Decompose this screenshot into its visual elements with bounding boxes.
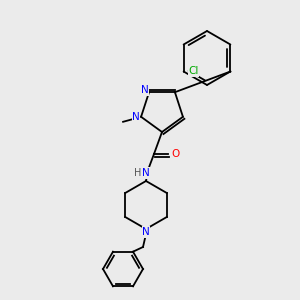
- Text: H: H: [134, 168, 142, 178]
- Text: Cl: Cl: [188, 67, 199, 76]
- Text: N: N: [141, 85, 149, 95]
- Text: O: O: [172, 149, 180, 159]
- Text: N: N: [142, 168, 150, 178]
- Text: N: N: [132, 112, 140, 122]
- Text: N: N: [142, 227, 150, 237]
